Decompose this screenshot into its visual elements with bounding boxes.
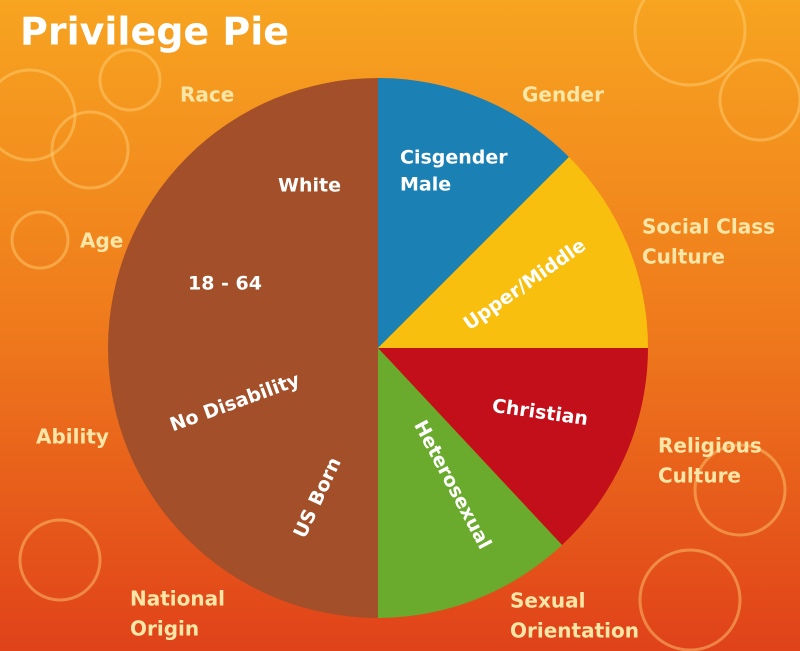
inner-label: Cisgender — [400, 147, 508, 169]
title: Privilege Pie — [20, 10, 289, 54]
slice-class — [378, 157, 649, 348]
inner-label: White — [278, 175, 341, 197]
pie — [108, 77, 649, 618]
inner-label: Male — [400, 174, 451, 196]
outer-label: Age — [80, 229, 123, 253]
outer-label: Ability — [36, 425, 109, 449]
outer-label: Orientation — [510, 619, 639, 643]
outer-label: Origin — [130, 617, 199, 641]
outer-label: Social Class — [642, 215, 775, 239]
outer-label: Culture — [658, 464, 741, 488]
slice-gender — [378, 77, 569, 349]
inner-label: 18 - 64 — [188, 273, 262, 295]
slice-race — [108, 78, 378, 618]
outer-label: Culture — [642, 245, 725, 269]
slice-orientation — [378, 348, 562, 618]
slice-religion — [378, 348, 648, 545]
outer-label: Religious — [658, 434, 762, 458]
outer-label: National — [130, 587, 225, 611]
outer-label: Race — [180, 83, 234, 107]
outer-label: Gender — [522, 83, 604, 107]
outer-label: Sexual — [510, 589, 585, 613]
